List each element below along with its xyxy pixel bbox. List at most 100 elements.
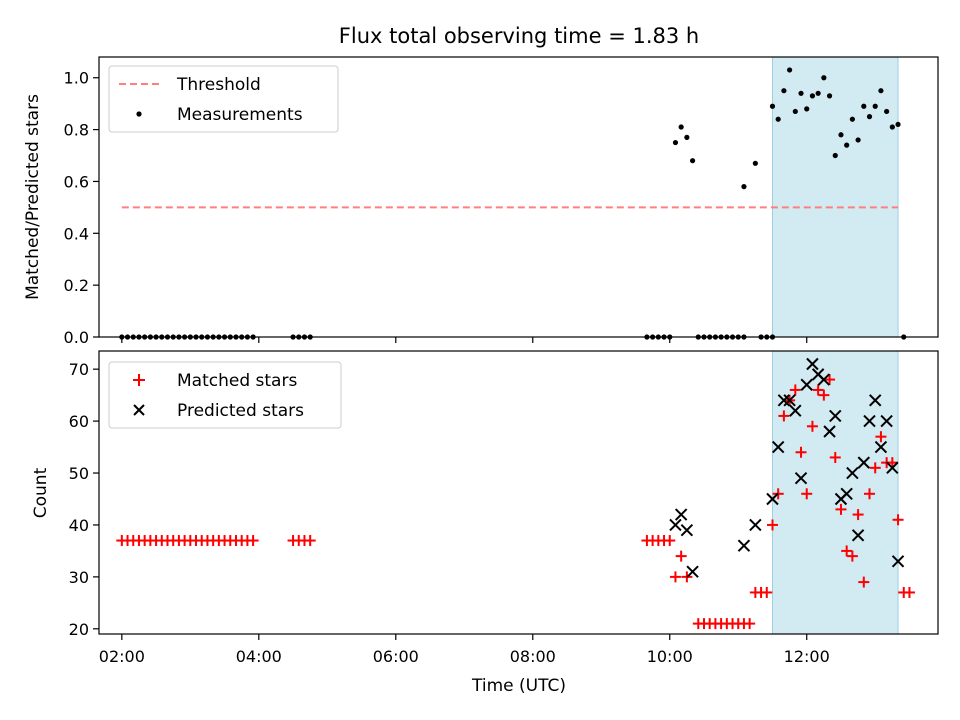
measurement-point <box>849 116 855 122</box>
y-tick-label: 50 <box>69 464 89 483</box>
matched-star-point <box>835 503 847 515</box>
matched-star-point <box>669 571 681 583</box>
predicted-star-point <box>846 466 859 480</box>
measurement-point <box>821 75 827 81</box>
matched-star-point <box>761 586 773 598</box>
predicted-star-point <box>874 440 888 454</box>
predicted-star-point <box>863 414 876 428</box>
top-panel: 0.0 0.2 0.4 0.6 0.8 1.0 Matched/Predicted sta… <box>23 56 939 347</box>
predicted-star-point <box>851 529 865 542</box>
y-tick-label: 70 <box>69 360 89 379</box>
measurement-point <box>678 124 684 130</box>
predicted-legend-label: Predicted stars <box>177 401 304 421</box>
bottom-plot-frame <box>98 350 939 635</box>
predicted-star-point <box>680 523 694 537</box>
x-tick-label: 08:00 <box>510 647 556 666</box>
y-tick-label: 0.6 <box>64 172 89 191</box>
matched-star-point <box>818 389 830 401</box>
threshold-legend-label: Threshold <box>176 75 261 95</box>
predicted-star-point <box>669 518 682 532</box>
predicted-star-point <box>869 394 882 407</box>
x-tick-label: 06:00 <box>373 647 419 666</box>
matched-star-point <box>664 535 676 547</box>
bottom-x-ticks: 02:00 04:00 06:00 08:00 10:00 12:00 <box>99 634 830 666</box>
predicted-star-point <box>829 409 842 423</box>
measurement-point <box>838 132 844 138</box>
measurement-point <box>878 88 884 94</box>
matched-star-point <box>829 451 841 463</box>
measurement-point <box>855 137 861 143</box>
matched-star-point <box>778 410 790 422</box>
y-tick-label: 30 <box>69 568 89 587</box>
predicted-star-point <box>789 404 802 417</box>
x-tick-label: 04:00 <box>236 647 282 666</box>
matched-star-point <box>903 586 915 598</box>
measurement-point <box>832 152 838 159</box>
predicted-star-point <box>737 539 751 552</box>
measurement-point <box>895 121 901 128</box>
measurement-point <box>884 108 890 115</box>
y-tick-label: 0.2 <box>64 276 89 295</box>
matched-star-point <box>886 457 898 469</box>
matched-star-point <box>858 576 870 588</box>
predicted-star-point <box>806 357 819 371</box>
measurement-point <box>781 88 787 94</box>
matched-star-point <box>744 618 756 630</box>
y-tick-label: 1.0 <box>64 69 89 88</box>
predicted-star-point <box>880 414 893 428</box>
measurement-point <box>826 93 833 99</box>
matched-star-point <box>869 462 881 474</box>
measurement-point <box>809 93 816 99</box>
predicted-legend-swatch <box>133 404 145 416</box>
measurement-point <box>787 67 793 73</box>
matched-star-point <box>892 514 904 526</box>
measurement-points <box>119 67 907 340</box>
top-legend: Threshold Measurements <box>108 65 339 133</box>
predicted-star-point <box>749 518 762 532</box>
matched-star-point <box>789 384 801 396</box>
matched-star-point <box>675 550 687 562</box>
matched-star-point <box>875 431 887 443</box>
matched-star-point <box>795 446 807 458</box>
measurement-point <box>741 184 747 190</box>
chart-title: Flux total observing time = 1.83 h <box>339 24 699 48</box>
x-tick-label: 02:00 <box>99 647 145 666</box>
bottom-shaded-interval <box>771 350 899 635</box>
matched-star-point <box>806 420 818 432</box>
measurement-point <box>872 103 878 109</box>
measurement-point <box>866 114 873 120</box>
y-tick-label: 60 <box>69 412 89 431</box>
measurement-point <box>672 139 679 146</box>
x-axis-label: Time (UTC) <box>471 676 566 696</box>
measurement-point <box>689 158 696 164</box>
matched-star-point <box>812 384 824 396</box>
bottom-panel: 20 30 40 50 60 70 02:00 04:00 06:00 08:00 10:00 12… <box>31 350 939 696</box>
matched-star-point <box>801 488 813 500</box>
bottom-legend: Matched stars Predicted stars <box>108 361 342 429</box>
measurements-legend-label: Measurements <box>177 105 303 125</box>
predicted-star-point <box>686 565 699 578</box>
predicted-star-point <box>771 440 785 454</box>
y-tick-label: 0.4 <box>64 224 89 243</box>
matched-star-point <box>852 509 864 521</box>
predicted-stars-points <box>669 357 905 578</box>
bottom-y-axis-label: Count <box>31 467 51 518</box>
predicted-star-point <box>840 487 853 501</box>
top-y-axis-label: Matched/Predicted stars <box>23 94 43 300</box>
matched-stars-points <box>116 374 915 630</box>
measurement-point <box>889 124 895 130</box>
top-plot-frame <box>98 56 939 338</box>
matched-star-point <box>841 545 853 557</box>
predicted-star-point <box>777 394 791 407</box>
predicted-star-point <box>823 425 836 438</box>
predicted-star-point <box>766 492 779 506</box>
measurements-legend-swatch <box>136 111 142 117</box>
x-tick-label: 10:00 <box>647 647 693 666</box>
top-y-ticks: 0.0 0.2 0.4 0.6 0.8 1.0 <box>64 69 99 347</box>
matched-star-point <box>864 488 876 500</box>
matched-star-point <box>304 535 316 547</box>
top-x-ticks <box>121 337 808 343</box>
top-legend-box <box>108 65 339 133</box>
matched-star-point <box>824 374 836 386</box>
measurement-point <box>861 103 867 109</box>
